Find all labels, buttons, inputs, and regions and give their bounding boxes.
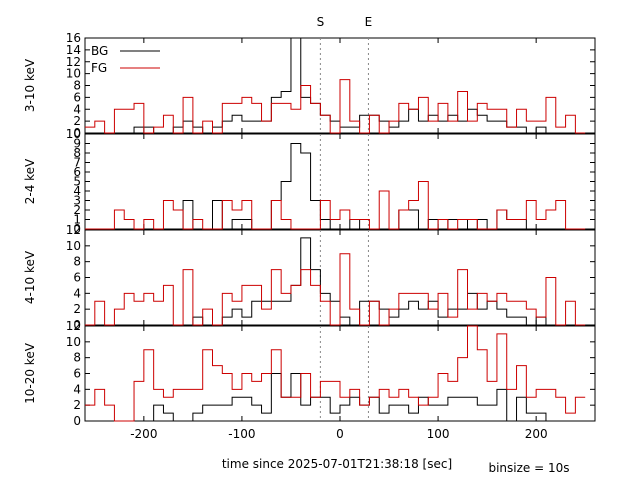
y-axis-label: 3-10 keV: [23, 58, 37, 112]
series-bg: [85, 373, 586, 422]
y-tick-label: 6: [73, 90, 81, 104]
y-tick-label: 5: [73, 175, 81, 189]
x-tick-label: 0: [336, 427, 344, 441]
y-tick-label: 7: [73, 156, 81, 170]
y-tick-label: 0: [73, 222, 81, 236]
x-axis-label: time since 2025-07-01T21:38:18 [sec]: [222, 457, 452, 471]
y-tick-label: 6: [73, 165, 81, 179]
marker-label-S: S: [317, 15, 325, 29]
y-tick-label: 2: [73, 114, 81, 128]
y-tick-label: 0: [73, 414, 81, 428]
y-tick-label: 8: [73, 146, 81, 160]
y-tick-label: 4: [73, 286, 81, 300]
y-tick-label: 4: [73, 382, 81, 396]
series-bg: [85, 143, 586, 230]
y-tick-label: 12: [66, 319, 81, 333]
y-tick-label: 1: [73, 213, 81, 227]
y-axis-label: 2-4 keV: [23, 158, 37, 204]
series-bg: [85, 37, 586, 134]
binsize-note: binsize = 10s: [488, 461, 569, 475]
x-tick-label: -100: [228, 427, 255, 441]
legend-label-bg: BG: [91, 44, 108, 58]
x-tick-label: 200: [525, 427, 548, 441]
y-tick-label: 0: [73, 318, 81, 332]
x-tick-label: 100: [427, 427, 450, 441]
y-tick-label: 2: [73, 302, 81, 316]
y-tick-label: 12: [66, 55, 81, 69]
y-tick-label: 9: [73, 137, 81, 151]
y-tick-label: 3: [73, 194, 81, 208]
y-tick-label: 8: [73, 255, 81, 269]
panel-3: 0 2 46 8 10 12 4-10 keV: [23, 223, 596, 332]
y-tick-label: 2: [73, 203, 81, 217]
y-tick-label: 6: [73, 271, 81, 285]
series-fg: [85, 253, 586, 326]
y-tick-label: 10: [66, 335, 81, 349]
y-axis-label: 10-20 keV: [23, 342, 37, 404]
y-tick-label: 0: [73, 126, 81, 140]
x-tick-label: -200: [130, 427, 157, 441]
y-tick-label: 2: [73, 398, 81, 412]
y-tick-label: 12: [66, 223, 81, 237]
series-fg: [85, 181, 586, 230]
y-tick-label: 14: [66, 43, 81, 57]
y-tick-label: 10: [66, 239, 81, 253]
x-axis: -200 -100 0 100 200: [130, 427, 547, 441]
y-tick-label: 4: [73, 184, 81, 198]
y-tick-label: 10: [66, 67, 81, 81]
y-tick-label: 8: [73, 79, 81, 93]
series-fg: [85, 325, 586, 422]
y-tick-label: 16: [66, 31, 81, 45]
y-tick-label: 6: [73, 367, 81, 381]
y-tick-label: 8: [73, 351, 81, 365]
legend-label-fg: FG: [91, 61, 107, 75]
marker-label-E: E: [365, 15, 373, 29]
y-tick-label: 4: [73, 102, 81, 116]
y-axis-label: 4-10 keV: [23, 250, 37, 304]
panel-4: 0 2 46 8 10 12 10-20 keV: [23, 319, 596, 428]
series-bg: [85, 237, 586, 326]
y-tick-label: 10: [66, 127, 81, 141]
series-fg: [85, 79, 586, 134]
